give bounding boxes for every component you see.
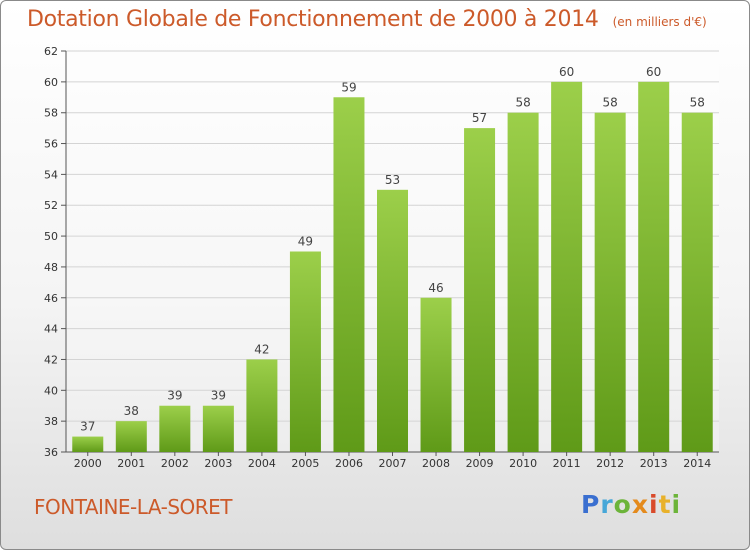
- commune-name: FONTAINE-LA-SORET: [34, 495, 233, 519]
- bar-2006: [333, 97, 365, 453]
- x-tick-label-2003: 2003: [204, 457, 232, 470]
- x-tick-label-2002: 2002: [161, 457, 189, 470]
- data-label-2003: 39: [211, 389, 226, 403]
- bar-2011: [551, 81, 583, 452]
- x-tick-label-2007: 2007: [379, 457, 407, 470]
- data-label-2007: 53: [385, 173, 400, 187]
- bar-2010: [507, 112, 539, 452]
- bar-2002: [159, 405, 191, 452]
- title-row: Dotation Globale de Fonctionnement de 20…: [27, 7, 707, 32]
- x-tick-label-2014: 2014: [683, 457, 711, 470]
- data-label-2012: 58: [603, 96, 618, 110]
- bar-2000: [72, 436, 104, 452]
- x-tick-label-2008: 2008: [422, 457, 450, 470]
- y-tick-label: 56: [44, 138, 58, 151]
- chart-subtitle: (en milliers d'€): [612, 15, 707, 29]
- y-tick-label: 40: [44, 384, 58, 397]
- y-tick-label: 52: [44, 199, 58, 212]
- x-tick-label-2005: 2005: [291, 457, 319, 470]
- data-label-2004: 42: [254, 342, 269, 356]
- y-tick-label: 62: [44, 45, 58, 58]
- x-tick-label-2006: 2006: [335, 457, 363, 470]
- data-label-2009: 57: [472, 111, 487, 125]
- x-tick-label-2010: 2010: [509, 457, 537, 470]
- data-label-2008: 46: [428, 281, 443, 295]
- data-label-2010: 58: [515, 96, 530, 110]
- bar-2003: [202, 405, 234, 452]
- y-tick-label: 48: [44, 261, 58, 274]
- bar-2004: [246, 359, 278, 452]
- x-tick-label-2013: 2013: [640, 457, 668, 470]
- x-tick-label-2004: 2004: [248, 457, 276, 470]
- y-tick-label: 42: [44, 353, 58, 366]
- y-tick-label: 44: [44, 323, 58, 336]
- x-tick-label-2001: 2001: [117, 457, 145, 470]
- y-tick-label: 60: [44, 76, 58, 89]
- y-tick-label: 36: [44, 446, 58, 459]
- data-label-2005: 49: [298, 235, 313, 249]
- bar-2013: [638, 81, 670, 452]
- data-label-2006: 59: [341, 80, 356, 94]
- data-label-2014: 58: [690, 96, 705, 110]
- y-tick-label: 54: [44, 168, 58, 181]
- x-tick-label-2012: 2012: [596, 457, 624, 470]
- proxiti-logo: Proxiti: [581, 490, 682, 519]
- x-tick-label-2009: 2009: [466, 457, 494, 470]
- bar-2014: [681, 112, 713, 452]
- data-label-2013: 60: [646, 65, 661, 79]
- bar-2005: [289, 251, 321, 452]
- x-tick-label-2000: 2000: [74, 457, 102, 470]
- data-label-2000: 37: [80, 420, 95, 434]
- data-label-2001: 38: [124, 404, 139, 418]
- bar-2001: [115, 421, 147, 452]
- data-label-2002: 39: [167, 389, 182, 403]
- y-tick-label: 46: [44, 292, 58, 305]
- data-label-2011: 60: [559, 65, 574, 79]
- y-tick-label: 50: [44, 230, 58, 243]
- y-tick-label: 58: [44, 107, 58, 120]
- chart-title: Dotation Globale de Fonctionnement de 20…: [27, 7, 599, 32]
- bar-2009: [464, 128, 496, 452]
- y-tick-label: 38: [44, 415, 58, 428]
- bar-2012: [594, 112, 626, 452]
- bar-2007: [377, 189, 408, 453]
- bar-2008: [420, 297, 452, 452]
- x-tick-label-2011: 2011: [553, 457, 581, 470]
